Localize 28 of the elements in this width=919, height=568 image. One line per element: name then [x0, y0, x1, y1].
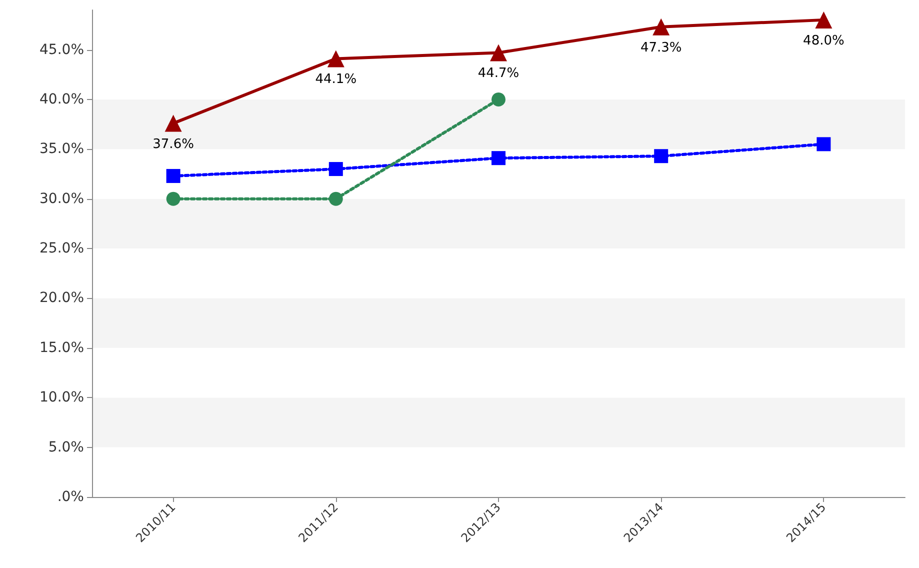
y-tick-label: 35.0% — [40, 141, 84, 158]
y-tick-label: .0% — [57, 489, 84, 505]
y-tick-label: 45.0% — [40, 42, 84, 58]
data-label: 47.3% — [640, 40, 682, 56]
point — [815, 11, 832, 28]
y-tick-label: 25.0% — [40, 240, 84, 257]
point — [328, 162, 343, 176]
point — [164, 114, 182, 132]
point — [492, 151, 506, 166]
data-label: 48.0% — [803, 33, 844, 48]
data-label: 44.1% — [315, 72, 357, 88]
y-tick-label: 10.0% — [40, 390, 84, 406]
point — [328, 192, 343, 206]
point — [166, 168, 180, 183]
point — [654, 149, 668, 164]
data-label: 44.7% — [478, 66, 520, 82]
y-tick-label: 30.0% — [40, 190, 84, 207]
y-tick-label: 20.0% — [40, 290, 84, 306]
point — [166, 192, 180, 206]
point — [652, 18, 670, 36]
y-tick-label: 40.0% — [40, 91, 84, 108]
point — [816, 137, 831, 152]
point — [492, 92, 506, 106]
y-tick-label: 5.0% — [48, 439, 84, 456]
y-tick-label: 15.0% — [40, 340, 84, 356]
data-label: 37.6% — [152, 136, 194, 152]
point — [327, 50, 344, 68]
point — [490, 44, 507, 62]
